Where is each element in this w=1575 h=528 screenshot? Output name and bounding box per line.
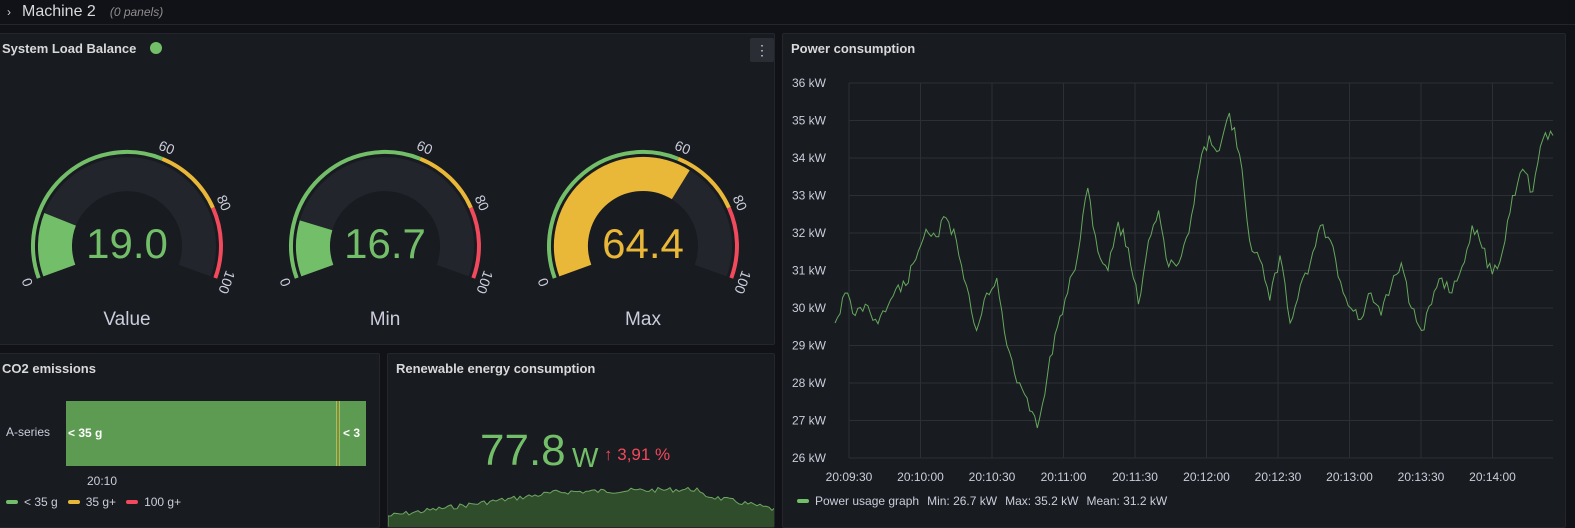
co2-legend: < 35 g 35 g+ 100 g+ <box>6 495 191 509</box>
x-tick-label: 20:10:30 <box>969 470 1016 484</box>
state-segment-label: < 35 g <box>68 426 102 440</box>
power-chart[interactable]: 26 kW 27 kW 28 kW 29 kW 30 kW 31 kW 32 kW 33 kW… <box>783 34 1566 528</box>
gauge-tick-label: 0 <box>534 276 552 289</box>
y-tick-label: 29 kW <box>792 339 827 353</box>
co2-emissions-panel: CO2 emissions A-series < 35 g < 3 20:10 … <box>0 353 380 528</box>
gauge-tick-label: 80 <box>214 192 235 213</box>
legend-item[interactable]: 35 g+ <box>68 495 116 509</box>
y-tick-label: 34 kW <box>792 151 827 165</box>
x-tick-label: 20:09:30 <box>826 470 873 484</box>
legend-min: Min: 26.7 kW <box>927 494 997 508</box>
y-tick-label: 36 kW <box>792 76 827 90</box>
y-tick-label: 33 kW <box>792 189 827 203</box>
legend-swatch <box>68 500 80 504</box>
chevron-right-icon[interactable]: › <box>2 5 16 19</box>
stat-unit: W <box>572 442 598 474</box>
legend-swatch <box>6 500 18 504</box>
y-tick-label: 27 kW <box>792 414 827 428</box>
gauge-value-arc <box>55 219 60 270</box>
x-tick-label: 20:12:00 <box>1183 470 1230 484</box>
panel-title: CO2 emissions <box>2 361 96 376</box>
legend-label: 35 g+ <box>86 495 116 509</box>
gauge-tick-label: 0 <box>18 276 36 289</box>
row-title[interactable]: Machine 2 <box>22 3 96 21</box>
legend-label: 100 g+ <box>144 495 181 509</box>
y-tick-label: 35 kW <box>792 114 827 128</box>
stat-delta: ↑ 3,91 % <box>604 445 670 465</box>
gauge-value: 19.0 <box>86 220 168 267</box>
row-panel-count: (0 panels) <box>110 5 163 19</box>
gauge-label: Value <box>103 309 150 330</box>
stat-delta-text: 3,91 % <box>617 445 670 464</box>
legend-swatch <box>126 500 138 504</box>
gauges-canvas: 0608010019.0Value0608010016.7Min06080100… <box>0 34 775 345</box>
x-tick-label: 20:11:30 <box>1112 470 1158 484</box>
gauge-label: Max <box>625 309 661 330</box>
state-segment-label: < 3 <box>343 426 360 440</box>
y-tick-label: 32 kW <box>792 226 827 240</box>
legend-item[interactable]: 100 g+ <box>126 495 181 509</box>
x-tick-label: 20:13:30 <box>1398 470 1445 484</box>
gauge-tick-label: 60 <box>157 137 178 158</box>
y-tick-label: 31 kW <box>792 264 827 278</box>
legend-item[interactable]: < 35 g <box>6 495 58 509</box>
sparkline <box>388 354 775 528</box>
gauge-value-arc <box>313 225 317 270</box>
y-tick-label: 28 kW <box>792 376 827 390</box>
gauge-tick-label: 80 <box>472 192 493 213</box>
power-legend: Power usage graph Min: 26.7 kW Max: 35.2… <box>797 494 1167 508</box>
y-tick-label: 26 kW <box>792 451 827 465</box>
legend-swatch <box>797 499 809 503</box>
gauge-tick-label: 60 <box>415 137 436 158</box>
gauge-tick-label: 60 <box>673 137 694 158</box>
gauge-value: 64.4 <box>602 220 684 267</box>
x-tick-label: 20:14:00 <box>1469 470 1516 484</box>
x-tick-label: 20:11:00 <box>1041 470 1087 484</box>
gauge-tick-label: 80 <box>730 192 751 213</box>
legend-mean: Mean: 31.2 kW <box>1086 494 1167 508</box>
x-tick-label: 20:13:00 <box>1326 470 1373 484</box>
arrow-up-icon: ↑ <box>604 445 613 464</box>
stat-value: 77.8 <box>480 426 566 476</box>
legend-label: Power usage graph <box>815 494 919 508</box>
renewable-energy-panel: Renewable energy consumption 77.8 W ↑ 3,… <box>387 353 775 528</box>
x-tick-label: 20:10:00 <box>897 470 944 484</box>
legend-item[interactable]: Power usage graph <box>797 494 919 508</box>
row-header[interactable]: › Machine 2 (0 panels) <box>0 0 1575 25</box>
state-timeline-bar[interactable]: < 35 g < 3 <box>66 401 366 466</box>
legend-label: < 35 g <box>24 495 58 509</box>
state-segment-divider <box>336 401 340 466</box>
gauge-value: 16.7 <box>344 220 426 267</box>
x-tick-label: 20:12:30 <box>1255 470 1302 484</box>
gauge-label: Min <box>370 309 401 330</box>
x-axis-tick: 20:10 <box>87 474 117 488</box>
series-label: A-series <box>6 425 50 439</box>
legend-max: Max: 35.2 kW <box>1005 494 1078 508</box>
gauge-tick-label: 0 <box>276 276 294 289</box>
y-tick-label: 30 kW <box>792 301 827 315</box>
